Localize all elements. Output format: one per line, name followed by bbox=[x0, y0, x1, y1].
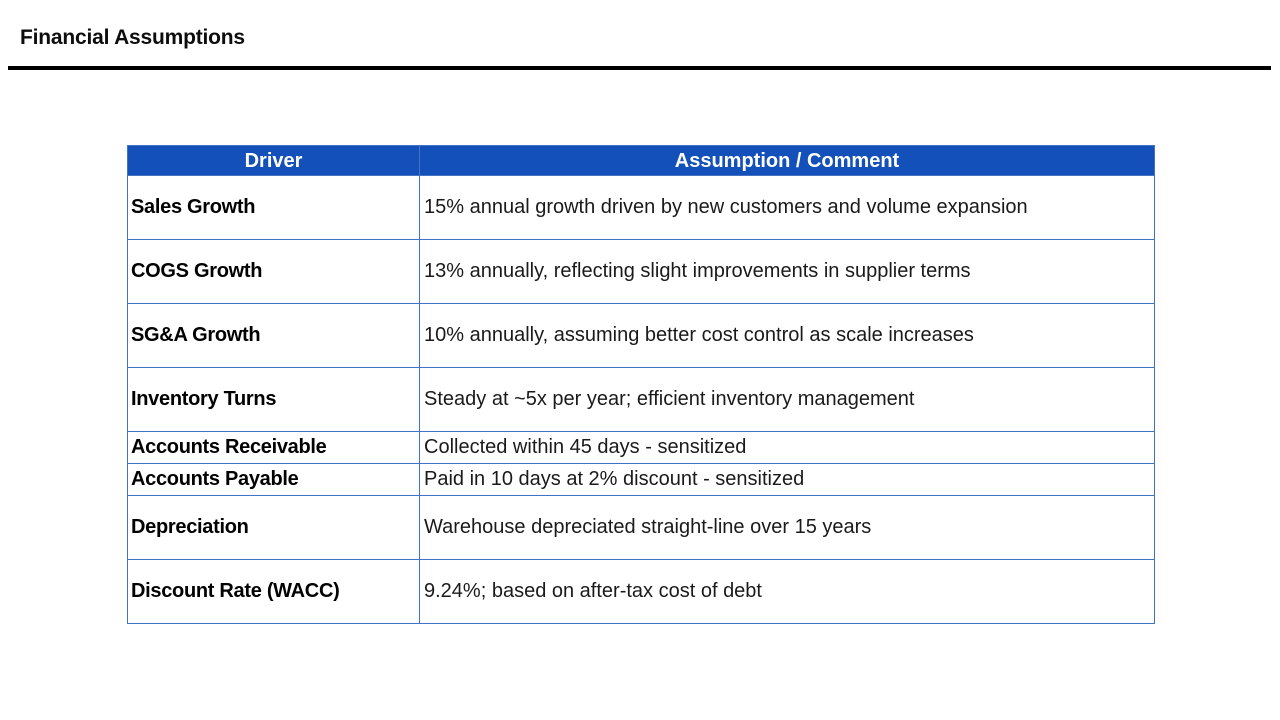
comment-cell: Steady at ~5x per year; efficient invent… bbox=[419, 367, 1155, 432]
comment-cell: 15% annual growth driven by new customer… bbox=[419, 175, 1155, 240]
column-header-assumption-comment: Assumption / Comment bbox=[419, 145, 1155, 176]
page-title: Financial Assumptions bbox=[20, 26, 245, 49]
driver-cell: Depreciation bbox=[127, 495, 420, 560]
comment-cell: 9.24%; based on after-tax cost of debt bbox=[419, 559, 1155, 624]
comment-cell: Paid in 10 days at 2% discount - sensiti… bbox=[419, 463, 1155, 496]
table-header-row: Driver Assumption / Comment bbox=[127, 145, 1155, 176]
financial-assumptions-table: Driver Assumption / Comment Sales Growth… bbox=[127, 145, 1155, 624]
driver-cell: SG&A Growth bbox=[127, 303, 420, 368]
driver-cell: Inventory Turns bbox=[127, 367, 420, 432]
table-row-sales-growth: Sales Growth 15% annual growth driven by… bbox=[127, 175, 1155, 240]
comment-cell: Collected within 45 days - sensitized bbox=[419, 431, 1155, 464]
table-row-cogs-growth: COGS Growth 13% annually, reflecting sli… bbox=[127, 239, 1155, 304]
driver-cell: Accounts Receivable bbox=[127, 431, 420, 464]
comment-cell: Warehouse depreciated straight-line over… bbox=[419, 495, 1155, 560]
driver-cell: COGS Growth bbox=[127, 239, 420, 304]
table-row-depreciation: Depreciation Warehouse depreciated strai… bbox=[127, 495, 1155, 560]
comment-cell: 10% annually, assuming better cost contr… bbox=[419, 303, 1155, 368]
title-rule-divider bbox=[8, 66, 1271, 70]
table-row-accounts-payable: Accounts Payable Paid in 10 days at 2% d… bbox=[127, 463, 1155, 496]
column-header-driver: Driver bbox=[127, 145, 420, 176]
comment-cell: 13% annually, reflecting slight improvem… bbox=[419, 239, 1155, 304]
assumptions-table: Driver Assumption / Comment Sales Growth… bbox=[127, 145, 1155, 624]
driver-cell: Discount Rate (WACC) bbox=[127, 559, 420, 624]
table-row-sga-growth: SG&A Growth 10% annually, assuming bette… bbox=[127, 303, 1155, 368]
table-row-accounts-receivable: Accounts Receivable Collected within 45 … bbox=[127, 431, 1155, 464]
driver-cell: Accounts Payable bbox=[127, 463, 420, 496]
driver-cell: Sales Growth bbox=[127, 175, 420, 240]
table-row-discount-rate-wacc: Discount Rate (WACC) 9.24%; based on aft… bbox=[127, 559, 1155, 624]
table-row-inventory-turns: Inventory Turns Steady at ~5x per year; … bbox=[127, 367, 1155, 432]
